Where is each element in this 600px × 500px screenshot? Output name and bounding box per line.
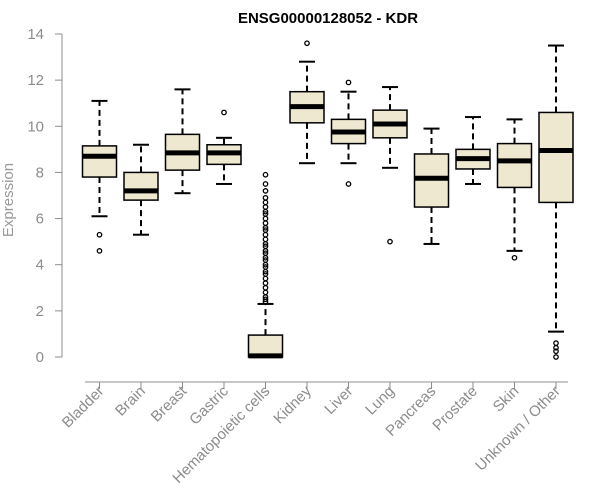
outlier-point	[262, 261, 269, 268]
box-group	[81, 99, 118, 254]
outlier-point	[221, 109, 227, 116]
box-group	[123, 143, 159, 236]
x-tick-label: Kidney	[270, 382, 315, 427]
x-tick-label: Lung	[362, 383, 398, 419]
outlier-point	[345, 181, 352, 187]
outlier-point	[304, 40, 310, 47]
box-group	[372, 86, 408, 245]
outlier-point	[553, 340, 559, 347]
box-group	[455, 116, 491, 185]
box-iqr	[123, 171, 159, 201]
box-iqr	[81, 145, 118, 178]
y-tick-label: 14	[27, 26, 44, 43]
box-group	[247, 171, 284, 359]
x-tick-label: Breast	[148, 382, 191, 425]
outlier-point	[511, 254, 518, 261]
y-tick-label: 2	[36, 303, 44, 320]
box-group	[289, 40, 325, 165]
y-axis-label: Expression	[0, 163, 17, 237]
outlier-point	[553, 348, 559, 355]
x-tick-label: Prostate	[429, 383, 481, 435]
x-tick-label: Skin	[490, 383, 523, 416]
outlier-point	[262, 254, 269, 261]
outlier-point	[262, 224, 269, 231]
outlier-point	[262, 236, 269, 243]
y-tick-label: 6	[36, 211, 44, 228]
y-tick-label: 12	[27, 72, 44, 89]
boxes-group	[81, 40, 574, 360]
box-group	[538, 44, 574, 360]
outlier-point	[262, 199, 269, 206]
outlier-point	[262, 208, 269, 215]
outlier-point	[387, 238, 393, 245]
outlier-point	[96, 231, 103, 238]
outlier-point	[262, 248, 269, 254]
box-group	[206, 109, 242, 185]
outlier-point	[262, 194, 269, 201]
y-tick-label: 4	[36, 257, 44, 274]
x-tick-label: Bladder	[59, 383, 108, 432]
outlier-point	[262, 296, 269, 303]
outlier-point	[262, 280, 269, 287]
box-group	[330, 79, 367, 187]
outlier-point	[262, 231, 269, 238]
y-tick-label: 10	[27, 118, 44, 135]
outlier-point	[262, 298, 269, 305]
box-iqr	[538, 111, 574, 204]
x-tick-label: Liver	[321, 383, 356, 418]
y-axis-ticks: 0 2 4 6 8 10 12 14	[27, 26, 62, 366]
outlier-point	[345, 79, 352, 86]
outlier-point	[262, 181, 269, 187]
box-group	[496, 118, 533, 261]
outlier-point	[262, 268, 269, 275]
outlier-point	[262, 188, 269, 194]
x-tick-label: Brain	[112, 383, 149, 420]
outlier-point	[553, 344, 559, 351]
outlier-point	[262, 284, 269, 291]
outlier-point	[262, 220, 269, 227]
outlier-point	[96, 248, 103, 254]
outlier-point	[553, 354, 559, 360]
box-iqr	[496, 142, 533, 189]
outlier-point	[262, 275, 269, 282]
chart-title: ENSG00000128052 - KDR	[238, 10, 418, 27]
outlier-point	[262, 215, 269, 222]
y-tick-label: 0	[36, 349, 44, 366]
outlier-point	[262, 171, 269, 178]
outlier-point	[262, 289, 269, 296]
outlier-point	[262, 204, 269, 210]
y-tick-label: 8	[36, 164, 44, 181]
box-group	[413, 127, 450, 245]
outlier-point	[262, 241, 269, 247]
box-group	[164, 88, 201, 195]
